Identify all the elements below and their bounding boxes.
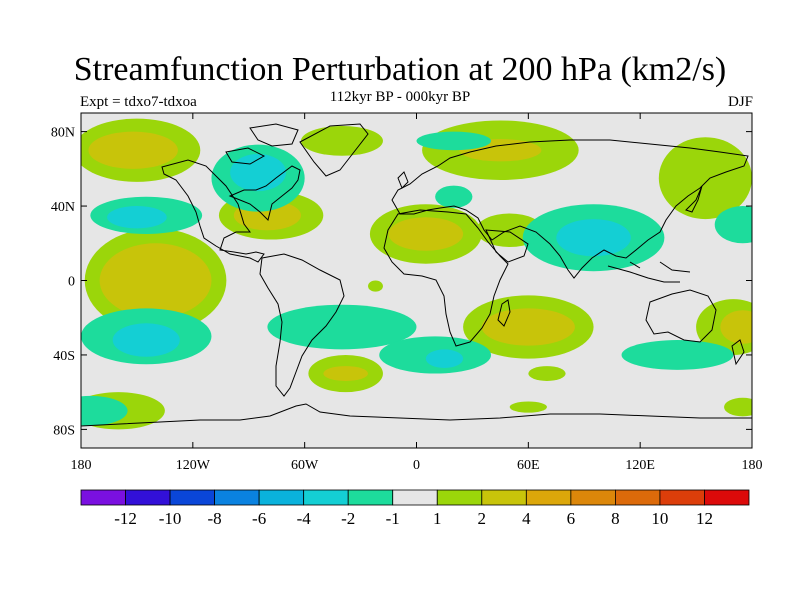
colorbar-swatch: [615, 489, 661, 506]
coastline-canadian-arctic: [225, 123, 299, 165]
coastline-greenland: [299, 123, 369, 177]
colorbar: -12 -10 -8 -6 -4 -2 -1 1 2 4 6 8 10 12: [80, 489, 750, 528]
colorbar-swatch: [169, 489, 215, 506]
positive-anomaly-region: [388, 217, 464, 251]
latitude-axis: 80N 40N 0 40S 80S: [51, 126, 752, 438]
colorbar-swatch: [303, 489, 349, 506]
colorbar-swatch: [704, 489, 750, 506]
colorbar-swatch: [258, 489, 305, 506]
contour-fill-layer: [81, 118, 752, 430]
coastline-north-america: [161, 159, 301, 263]
coastline-south-america: [259, 253, 345, 397]
colorbar-label: -10: [159, 509, 182, 528]
negative-anomaly-region: [267, 304, 417, 350]
coastline-australia: [645, 289, 717, 343]
negative-anomaly-region: [621, 340, 734, 370]
lon-tick-label: 0: [413, 458, 420, 473]
negative-anomaly-region: [107, 206, 167, 229]
lat-tick-label: 80S: [53, 423, 75, 438]
colorbar-label: -8: [208, 509, 222, 528]
coastline-new-zealand: [731, 339, 745, 366]
colorbar-swatch: [214, 489, 260, 506]
coastline-arabia: [485, 229, 529, 263]
positive-anomaly-region: [99, 243, 212, 318]
lon-tick-label: 180: [742, 458, 763, 473]
negative-anomaly-region: [435, 185, 473, 208]
map-panel: 80N 40N 0 40S 80S 180 120W 60W 0 60E 120E 180: [51, 112, 763, 473]
colorbar-label: 6: [567, 509, 576, 528]
positive-anomaly-region: [323, 366, 369, 381]
colorbar-swatch: [525, 489, 572, 506]
negative-anomaly-region: [112, 323, 180, 357]
coastline-africa: [383, 209, 509, 347]
lat-tick-label: 80N: [51, 126, 75, 141]
colorbar-label: 4: [522, 509, 531, 528]
colorbar-swatch: [125, 489, 171, 506]
coastline-antarctica: [81, 403, 752, 427]
colorbar-swatch: [481, 489, 527, 506]
experiment-label: Expt = tdxo7-tdxoa: [80, 94, 197, 110]
colorbar-label: -4: [297, 509, 312, 528]
colorbar-swatch: [80, 489, 126, 506]
positive-anomaly-region: [88, 131, 178, 169]
positive-anomaly-region: [724, 397, 752, 417]
colorbar-label: -1: [386, 509, 400, 528]
coastline-madagascar: [497, 299, 511, 327]
coastline-uk: [397, 171, 409, 189]
lat-tick-label: 40N: [51, 200, 75, 215]
map-title: Streamfunction Perturbation at 200 hPa (…: [73, 51, 727, 88]
lat-tick-label: 40S: [53, 349, 75, 364]
colorbar-swatch: [570, 489, 616, 506]
colorbar-label: 12: [696, 509, 713, 528]
negative-anomaly-region: [556, 219, 631, 257]
negative-anomaly-region: [81, 395, 128, 426]
coastline-layer: [81, 123, 752, 427]
positive-anomaly-region: [658, 137, 752, 220]
negative-anomaly-region: [416, 131, 492, 151]
longitude-axis: 180 120W 60W 0 60E 120E 180: [71, 113, 763, 473]
positive-anomaly-region: [528, 366, 566, 381]
colorbar-label: 8: [611, 509, 620, 528]
season-label: DJF: [727, 94, 753, 110]
colorbar-label: -12: [114, 509, 137, 528]
positive-anomaly-region: [509, 401, 547, 413]
lon-tick-label: 180: [71, 458, 92, 473]
colorbar-swatch: [347, 489, 394, 506]
positive-anomaly-region: [368, 280, 383, 292]
colorbar-swatch: [436, 489, 483, 506]
lon-tick-label: 120W: [176, 458, 211, 473]
colorbar-swatch: [659, 489, 705, 506]
positive-anomaly-region: [300, 126, 383, 156]
positive-anomaly-region: [720, 310, 752, 344]
coastline-indonesia: [607, 261, 691, 283]
negative-anomaly-region: [714, 206, 752, 244]
colorbar-label: 1: [433, 509, 442, 528]
colorbar-swatch: [392, 489, 438, 506]
lon-tick-label: 120E: [625, 458, 655, 473]
colorbar-label: 10: [651, 509, 668, 528]
lat-tick-label: 0: [68, 275, 75, 290]
map-subtitle: 112kyr BP - 000kyr BP: [329, 89, 471, 105]
colorbar-label: 2: [478, 509, 487, 528]
colorbar-label: -2: [341, 509, 355, 528]
negative-anomaly-region: [425, 349, 464, 368]
colorbar-label: -6: [252, 509, 266, 528]
positive-anomaly-region: [481, 308, 575, 346]
coastline-japan: [685, 185, 703, 213]
lon-tick-label: 60E: [517, 458, 540, 473]
lon-tick-label: 60W: [291, 458, 319, 473]
